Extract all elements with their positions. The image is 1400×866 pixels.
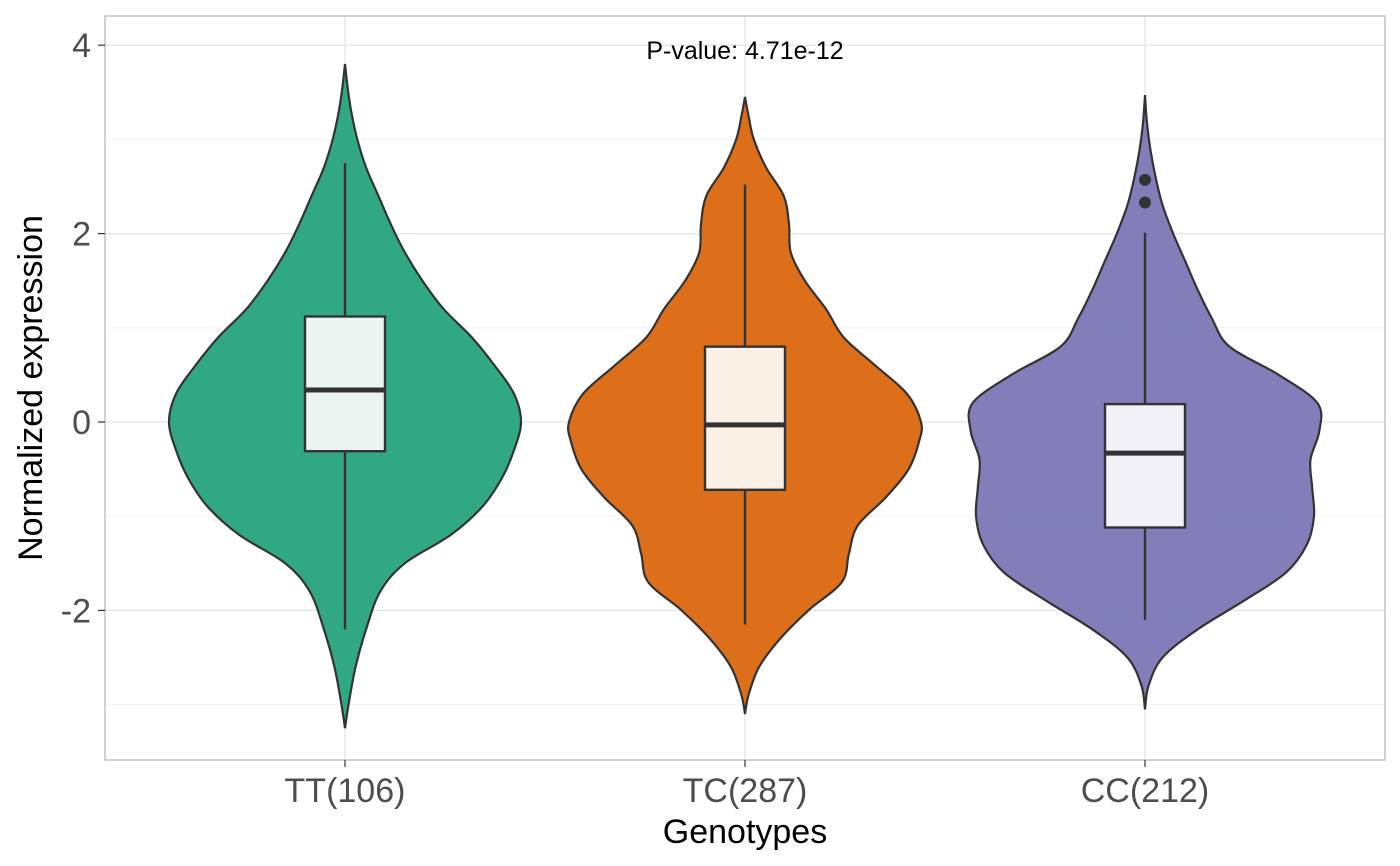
y-tick-label: 0 bbox=[72, 404, 91, 442]
boxplots bbox=[303, 162, 1187, 630]
y-tick-label: -2 bbox=[61, 592, 91, 630]
x-axis-title: Genotypes bbox=[663, 813, 827, 851]
x-tick-label: TC(287) bbox=[683, 772, 808, 810]
y-axis-title: Normalized expression bbox=[12, 215, 50, 561]
box bbox=[303, 315, 387, 453]
axis-ticks: -2 0 2 4 TT(106) TC(287) CC(212) bbox=[61, 27, 1209, 810]
outlier-point bbox=[1139, 173, 1151, 186]
outlier-point bbox=[1139, 196, 1151, 209]
x-tick-label: TT(106) bbox=[285, 772, 406, 810]
y-tick-label: 2 bbox=[72, 216, 91, 254]
x-tick-label: CC(212) bbox=[1081, 772, 1209, 810]
p-value-annotation: P-value: 4.71e-12 bbox=[646, 37, 843, 65]
box bbox=[1103, 402, 1187, 529]
y-tick-label: 4 bbox=[72, 27, 91, 65]
box bbox=[703, 345, 787, 492]
